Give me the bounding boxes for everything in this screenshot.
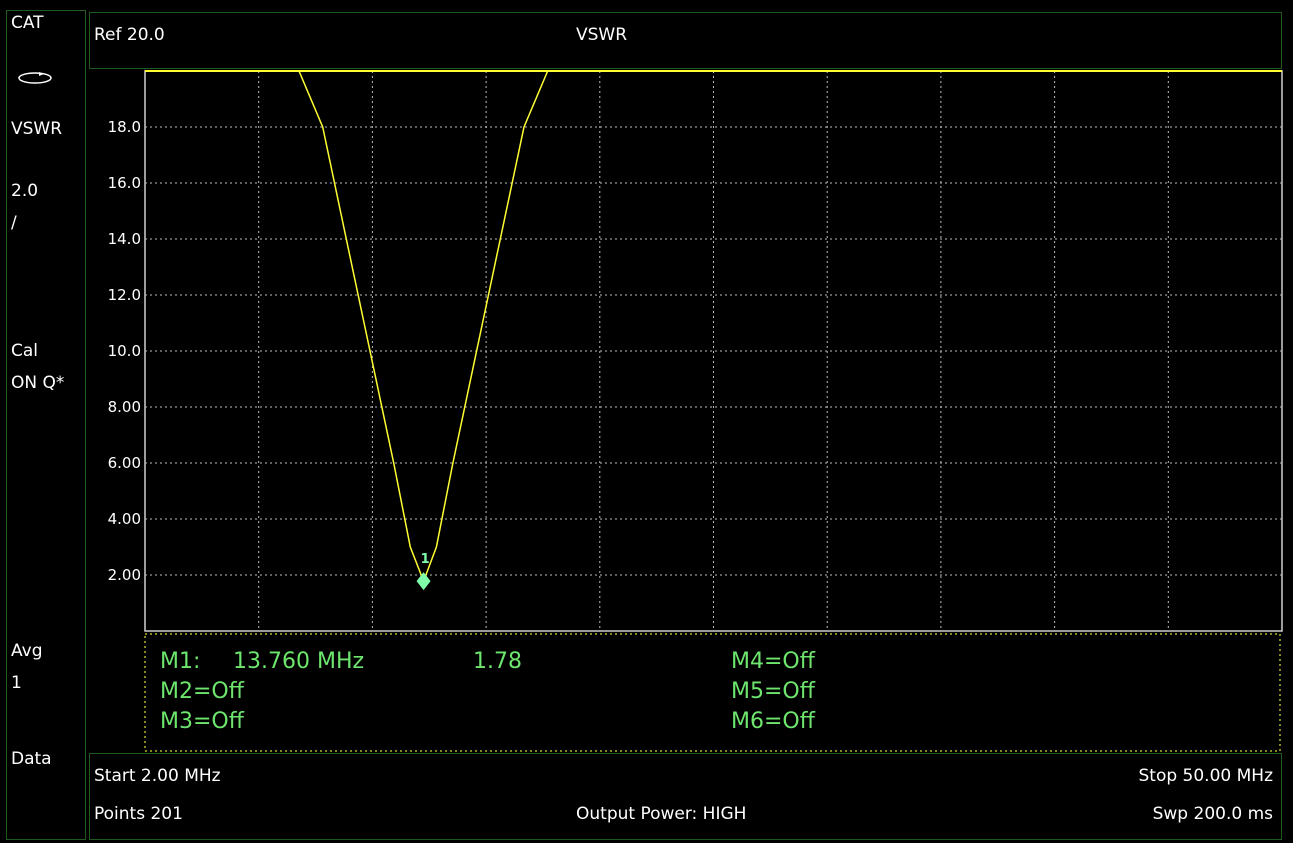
start-frequency: Start 2.00 MHz <box>94 766 221 786</box>
output-power: Output Power: HIGH <box>576 804 747 824</box>
sweep-time: Swp 200.0 ms <box>1152 804 1273 824</box>
y-tick-label: 6.00 <box>108 454 141 472</box>
cal-label: Cal <box>11 341 39 361</box>
marker-2-status: M2=Off <box>160 679 244 704</box>
marker-1-frequency: 13.760 MHz <box>233 649 365 674</box>
cal-status: ON Q* <box>11 373 65 393</box>
y-tick-label: 14.0 <box>108 230 141 248</box>
y-tick-label: 2.00 <box>108 566 141 584</box>
y-tick-label: 10.0 <box>108 342 141 360</box>
marker-5-status: M5=Off <box>731 679 815 704</box>
avg-value: 1 <box>11 673 22 693</box>
y-tick-label: 4.00 <box>108 510 141 528</box>
y-tick-label: 16.0 <box>108 174 141 192</box>
footer-bar: Start 2.00 MHz Stop 50.00 MHz Points 201… <box>89 753 1282 840</box>
header-bar: Ref 20.0 VSWR <box>89 12 1282 69</box>
side-status-panel: CAT VSWR 2.0 / Cal ON Q* Avg 1 Data <box>6 10 86 840</box>
marker-4-status: M4=Off <box>731 649 815 674</box>
points-count: Points 201 <box>94 804 183 824</box>
plot-grid <box>145 71 1282 631</box>
data-label: Data <box>11 749 52 769</box>
marker-3-status: M3=Off <box>160 709 244 734</box>
marker-1-indicator: 1 <box>416 552 431 591</box>
marker-1-tag: 1 <box>421 552 430 567</box>
y-axis-ticks: 18.0 16.0 14.0 12.0 10.0 8.00 6.00 4.00 2.00 <box>108 118 141 584</box>
avg-label: Avg <box>11 641 43 661</box>
marker-1-diamond <box>416 572 431 591</box>
y-tick-label: 12.0 <box>108 286 141 304</box>
marker-6-status: M6=Off <box>731 709 815 734</box>
marker-1-label: M1: <box>160 649 201 674</box>
y-tick-label: 18.0 <box>108 118 141 136</box>
marker-table-frame <box>144 633 1281 752</box>
stop-frequency: Stop 50.00 MHz <box>1138 766 1274 786</box>
scale-div-label: / <box>11 213 17 233</box>
measurement-title: VSWR <box>576 25 628 45</box>
ref-level: Ref 20.0 <box>94 25 165 45</box>
marker-1-value: 1.78 <box>473 649 522 674</box>
mode-label: VSWR <box>11 119 63 139</box>
y-tick-label: 8.00 <box>108 398 141 416</box>
rotate-icon <box>18 72 52 84</box>
cat-label: CAT <box>11 13 44 33</box>
scale-label: 2.0 <box>11 181 39 201</box>
